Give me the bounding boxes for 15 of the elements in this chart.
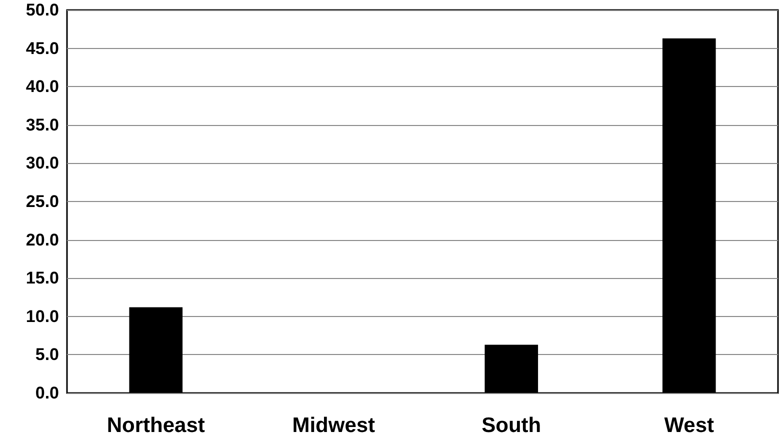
x-tick-label: Northeast [106, 414, 205, 437]
y-tick-label: 25.0 [26, 192, 59, 211]
y-tick-label: 0.0 [35, 384, 59, 402]
y-tick-label: 5.0 [35, 345, 59, 364]
y-tick-label: 15.0 [26, 268, 59, 288]
y-tick-label: 20.0 [26, 230, 59, 250]
y-tick-label: 35.0 [26, 115, 59, 134]
y-tick-label: 30.0 [26, 154, 59, 173]
y-tick-label: 50.0 [26, 0, 59, 20]
x-tick-label: Midwest [292, 414, 376, 437]
x-tick-label: West [664, 414, 714, 437]
y-tick-label: 40.0 [26, 77, 59, 96]
y-tick-label: 10.0 [26, 306, 59, 326]
x-tick-label: South [482, 414, 542, 437]
y-tick-label: 45.0 [26, 38, 59, 58]
